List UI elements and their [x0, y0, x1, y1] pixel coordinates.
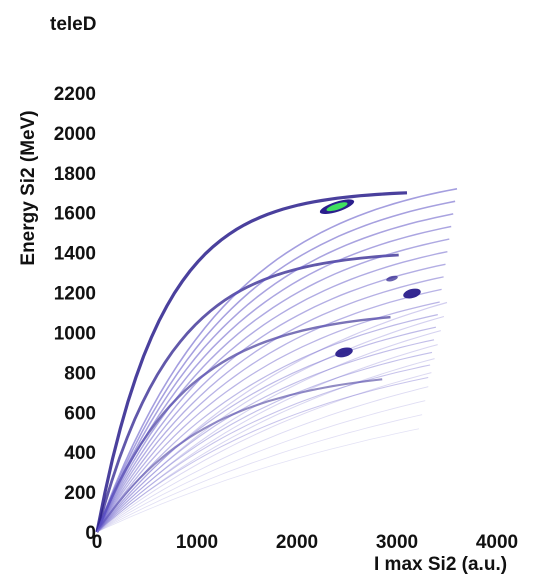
- band-1-0: [96, 188, 458, 533]
- band-2-0: [96, 301, 448, 533]
- band-2-6: [96, 386, 429, 533]
- band-1-6: [96, 263, 446, 533]
- band-1-4: [96, 238, 450, 533]
- x-tick-label: 2000: [276, 532, 318, 553]
- x-axis-label: I max Si2 (a.u.): [374, 554, 507, 574]
- band-2-7: [96, 400, 426, 533]
- band-1-1: [96, 200, 456, 533]
- y-tick-label: 1200: [54, 284, 96, 305]
- band-1-12: [96, 339, 435, 533]
- y-tick-labels: 0 200 400 600 800 1000 1200 1400 1600 1800 2000 220…: [54, 84, 96, 544]
- hotspot-3: [386, 275, 398, 282]
- band-2-1: [96, 315, 445, 533]
- y-tick-label: 1000: [54, 323, 96, 344]
- band-1-15: [96, 376, 429, 533]
- y-tick-label: 0: [85, 523, 96, 544]
- hotspot-layer: [319, 199, 421, 358]
- band-0-1: [95, 253, 399, 533]
- band-1-9: [96, 301, 440, 533]
- band-2-8: [96, 414, 423, 533]
- chart-title: teleD: [50, 14, 97, 35]
- y-tick-label: 200: [64, 483, 96, 504]
- band-2-9: [96, 428, 420, 533]
- hotspot-1: [403, 288, 421, 299]
- band-1-7: [96, 276, 444, 533]
- band-1-13: [96, 351, 433, 533]
- y-tick-label: 800: [64, 363, 96, 384]
- hotspot-0-core: [326, 202, 348, 212]
- y-tick-label: 1400: [54, 244, 96, 265]
- band-1-8: [96, 288, 442, 533]
- band-1-11: [96, 326, 437, 533]
- band-0-0: [95, 191, 408, 533]
- x-tick-label: 0: [92, 532, 103, 553]
- x-tick-label: 1000: [176, 532, 218, 553]
- y-tick-label: 400: [64, 443, 96, 464]
- band-1-14: [96, 364, 431, 533]
- y-tick-label: 600: [64, 403, 96, 424]
- x-tick-label: 3000: [376, 532, 418, 553]
- x-tick-labels: 0 1000 2000 3000 4000: [92, 532, 518, 553]
- band-0-3: [96, 378, 383, 533]
- y-tick-label: 1800: [54, 164, 96, 185]
- band-1-2: [96, 213, 454, 533]
- band-2-3: [96, 344, 438, 533]
- y-axis-label: Energy Si2 (MeV): [18, 110, 39, 265]
- y-tick-label: 2200: [54, 84, 96, 105]
- band-1-3: [96, 225, 452, 533]
- band-layer: [95, 188, 458, 533]
- x-tick-label: 4000: [476, 532, 518, 553]
- band-2-5: [96, 372, 432, 533]
- band-1-5: [96, 251, 448, 533]
- band-1-10: [96, 313, 438, 533]
- band-2-2: [96, 330, 441, 533]
- y-tick-label: 1600: [54, 204, 96, 225]
- band-2-4: [96, 358, 435, 533]
- y-tick-label: 2000: [54, 124, 96, 145]
- hotspot-2: [335, 347, 353, 358]
